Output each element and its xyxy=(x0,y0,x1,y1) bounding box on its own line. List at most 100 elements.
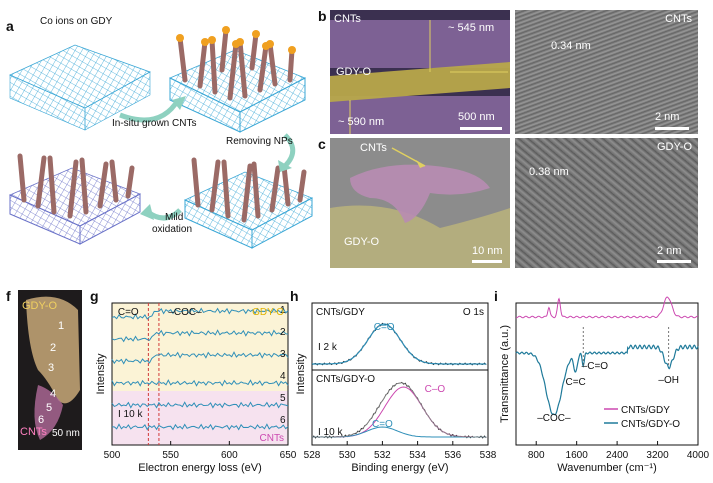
g-annot-gdyo: GDY-O xyxy=(252,307,284,318)
tem-image-e: GDY-O 0.38 nm 2 nm xyxy=(515,138,698,268)
arrow-2 xyxy=(283,133,296,167)
panel-e-scale: 2 nm xyxy=(657,245,682,257)
h-bottom-name: CNTs/GDY-O xyxy=(316,374,375,385)
h-xtick-label-3: 534 xyxy=(409,450,426,461)
panel-label-g: g xyxy=(90,288,99,304)
stem-image-f: GDY-O 1 2 3 4 5 6 CNTs 50 nm xyxy=(18,290,82,450)
h-bottom-peak-2: C=O xyxy=(372,419,393,430)
g-annot-scale: I 10 k xyxy=(118,409,143,420)
g-annot-coc: –COC– xyxy=(168,307,202,318)
g-series-5 xyxy=(111,401,289,409)
cnt-forest-3 xyxy=(9,153,141,245)
panel-b-title: CNTs xyxy=(334,13,361,25)
h-bottom-peak-1: C–O xyxy=(425,384,446,395)
point-3: 3 xyxy=(48,362,55,374)
h-ylabel: Intensity xyxy=(295,353,307,394)
h-top-name: CNTs/GDY xyxy=(316,307,365,318)
panel-e-spacing: 0.38 nm xyxy=(529,166,569,178)
h-title: O 1s xyxy=(463,307,484,318)
g-annot-cnts: CNTs xyxy=(260,433,284,444)
g-series-label-2: 2 xyxy=(280,327,286,338)
i-annot-co: –C=O xyxy=(582,361,609,372)
cnt-forest-2 xyxy=(184,157,313,249)
g-annot-co: C=O xyxy=(118,307,139,318)
g-series-label-4: 4 xyxy=(280,371,286,382)
panel-label-i: i xyxy=(494,288,498,304)
g-series-4 xyxy=(111,379,289,387)
panel-f-top: GDY-O xyxy=(22,300,58,312)
tem-image-d: CNTs 0.34 nm 2 nm xyxy=(515,10,698,134)
i-xtick-label-3: 3200 xyxy=(646,450,669,461)
g-xlabel: Electron energy loss (eV) xyxy=(138,462,262,474)
h-xtick-label-5: 538 xyxy=(480,450,497,461)
g-xtick-label-2: 600 xyxy=(221,450,238,461)
panel-b-region: GDY-O xyxy=(336,66,372,78)
scale-bar-c xyxy=(472,260,502,263)
g-bg-cnts xyxy=(112,391,288,445)
g-xtick-label-0: 500 xyxy=(104,450,121,461)
g-xtick-label-1: 550 xyxy=(162,450,179,461)
i-annot-oh: –OH xyxy=(658,375,679,386)
i-xtick-label-0: 800 xyxy=(528,450,545,461)
g-series-label-3: 3 xyxy=(280,349,286,360)
schematic-step1-label: Co ions on GDY xyxy=(40,16,113,27)
point-2: 2 xyxy=(50,342,57,354)
point-6: 6 xyxy=(38,414,45,426)
panel-d-scale: 2 nm xyxy=(655,111,680,123)
schematic-arrow3-label-2: oxidation xyxy=(152,224,193,235)
h-xlabel: Binding energy (eV) xyxy=(351,462,448,474)
schematic-diagram xyxy=(9,26,313,249)
panel-c-scale: 10 nm xyxy=(472,245,503,257)
g-series-1 xyxy=(111,307,289,320)
panel-label-c: c xyxy=(318,136,326,152)
h-xtick-label-4: 536 xyxy=(444,450,461,461)
schematic-arrow2-label: Removing NPs xyxy=(226,136,293,147)
g-series-label-1: 1 xyxy=(280,305,286,316)
schematic-arrow3-label-1: Mild xyxy=(165,212,184,223)
i-series-cnts-gdyo xyxy=(515,344,699,416)
i-legend-label-2: CNTs/GDY-O xyxy=(621,419,680,430)
h-frame xyxy=(311,302,489,446)
h-xtick-label-1: 530 xyxy=(339,450,356,461)
h-top-data xyxy=(311,322,487,366)
i-frame xyxy=(515,302,699,446)
chart-g: 1 2 3 4 5 6 C=O –COC– GDY-O CNTs I 10 k 500 550 600 65… xyxy=(95,302,297,474)
panel-b-dim-bottom: ~ 590 nm xyxy=(338,116,385,128)
i-legend-label-1: CNTs/GDY xyxy=(621,405,670,416)
scale-bar-e xyxy=(657,260,691,263)
point-1: 1 xyxy=(58,320,65,332)
g-xtick-label-3: 650 xyxy=(280,450,297,461)
g-ylabel: Intensity xyxy=(95,353,107,394)
i-xlabel: Wavenumber (cm⁻¹) xyxy=(557,462,657,474)
arrow-1 xyxy=(119,98,181,123)
panel-label-h: h xyxy=(290,288,299,304)
sem-image-b: CNTs ~ 545 nm GDY-O ~ 590 nm 500 nm xyxy=(330,10,510,134)
h-bottom-envelope xyxy=(312,382,487,438)
g-series-label-5: 5 xyxy=(280,393,286,404)
g-series-3 xyxy=(111,351,289,365)
h-top-scale: I 2 k xyxy=(318,342,338,353)
i-annot-coc: –COC– xyxy=(537,413,571,424)
i-xtick-label-2: 2400 xyxy=(606,450,629,461)
g-series-2 xyxy=(111,329,289,343)
g-series-6 xyxy=(112,423,289,431)
cnt-forest-1 xyxy=(169,26,306,133)
panel-c-base: GDY-O xyxy=(344,236,380,248)
i-annot-cc: C=C xyxy=(566,377,586,388)
panel-d-spacing: 0.34 nm xyxy=(551,40,591,52)
panel-label-f: f xyxy=(6,288,11,304)
scale-bar-b xyxy=(460,127,502,130)
panel-label-a: a xyxy=(6,18,14,34)
schematic-arrow1-label: In-situ grown CNTs xyxy=(112,118,197,129)
h-bottom-scale: I 10 k xyxy=(318,427,343,438)
i-series-cnts-gdy xyxy=(515,296,699,319)
chart-i: –COC– C=C –C=O –OH CNTs/GDY CNTs/GDY-O 800 1600… xyxy=(499,296,710,474)
panel-b-dim-top: ~ 545 nm xyxy=(448,22,495,34)
i-xtick-label-4: 4000 xyxy=(687,450,710,461)
chart-h: CNTs/GDY O 1s C=O I 2 k CNTs/GDY-O C–O C=O I 10… xyxy=(295,302,497,474)
panel-c-tube: CNTs xyxy=(360,142,387,154)
h-xtick-label-2: 532 xyxy=(374,450,391,461)
point-4: 4 xyxy=(50,388,57,400)
panel-f-bottom: CNTs xyxy=(20,426,47,438)
scale-bar-d xyxy=(655,127,689,130)
